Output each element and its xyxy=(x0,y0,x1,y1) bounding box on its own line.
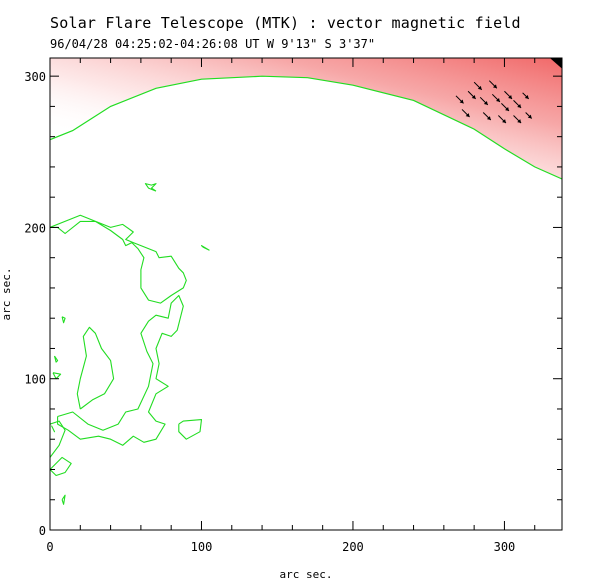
field-vector-12 xyxy=(498,115,507,124)
field-contour-4 xyxy=(52,372,62,380)
y-tick-label: 0 xyxy=(39,524,46,538)
field-contour-0 xyxy=(144,183,157,192)
field-contour-11 xyxy=(50,420,66,458)
limb-shading xyxy=(50,58,562,179)
x-axis-label: arc sec. xyxy=(280,568,333,581)
field-vector-0 xyxy=(455,95,464,104)
field-vector-11 xyxy=(482,112,492,121)
x-tick-label: 200 xyxy=(342,540,364,554)
field-vector-2 xyxy=(479,96,489,106)
field-vector-3 xyxy=(491,93,501,103)
field-vector-14 xyxy=(525,112,533,119)
y-tick-label: 300 xyxy=(24,70,46,84)
field-contour-9 xyxy=(57,294,184,446)
y-tick-label: 200 xyxy=(24,221,46,235)
y-tick-label: 100 xyxy=(24,373,46,387)
field-vector-13 xyxy=(513,115,522,124)
field-vector-10 xyxy=(461,109,470,118)
y-axis-label: arc sec. xyxy=(0,268,13,321)
field-vector-8 xyxy=(513,100,522,109)
chart-subtitle: 96/04/28 04:25:02-04:26:08 UT W 9'13" S … xyxy=(50,37,376,51)
field-vector-1 xyxy=(467,90,477,100)
contour-layer xyxy=(50,183,210,505)
axes-layer: 0 100 200 300 0 100 200 300 xyxy=(24,57,563,554)
field-vector-7 xyxy=(501,103,510,112)
field-contour-10 xyxy=(76,326,115,410)
limb-layer xyxy=(50,58,562,180)
corner-mark xyxy=(549,58,562,69)
x-tick-label: 0 xyxy=(46,540,53,554)
field-vector-6 xyxy=(488,80,498,89)
plot-frame xyxy=(49,57,563,531)
field-vector-5 xyxy=(473,81,483,91)
field-vector-9 xyxy=(522,92,530,100)
field-contour-6 xyxy=(61,494,66,505)
field-contour-12 xyxy=(50,456,72,477)
field-contour-3 xyxy=(53,355,59,363)
field-vector-4 xyxy=(504,90,513,100)
limb-contour xyxy=(50,75,562,180)
x-tick-label: 300 xyxy=(494,540,516,554)
field-contour-8 xyxy=(50,214,187,304)
chart-title: Solar Flare Telescope (MTK) : vector mag… xyxy=(50,14,521,32)
field-contour-5 xyxy=(51,425,56,433)
field-contour-7 xyxy=(178,419,203,440)
field-contour-2 xyxy=(61,316,66,324)
vector-layer xyxy=(455,80,533,124)
x-tick-label: 100 xyxy=(191,540,213,554)
field-contour-1 xyxy=(200,245,210,251)
